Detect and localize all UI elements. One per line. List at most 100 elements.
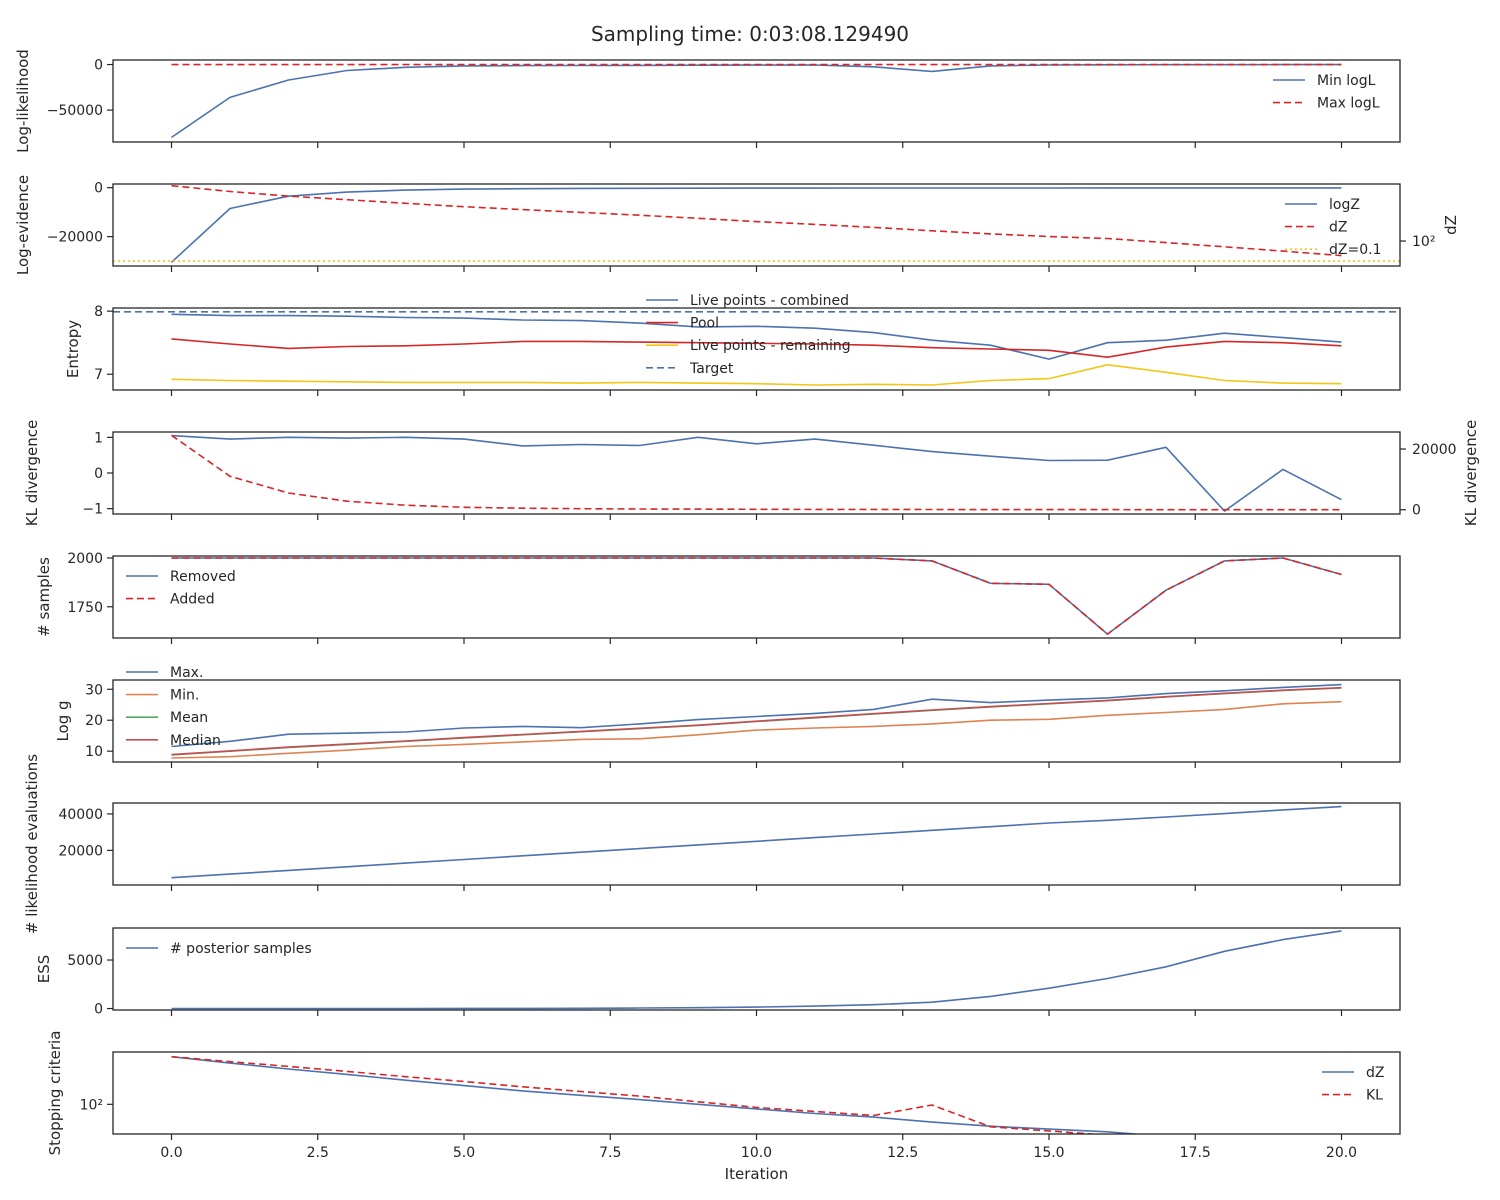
y-tick-label: 0 (94, 466, 103, 482)
series-group (171, 557, 1342, 635)
series-group (113, 310, 1400, 386)
series-group (171, 434, 1342, 512)
plot-frame (112, 59, 1401, 143)
series-line-kl-right (171, 434, 1342, 511)
y-tick-label: 10² (80, 1097, 103, 1113)
y-axis-label: Log-evidence (14, 175, 32, 275)
legend-label-min: Min. (170, 688, 199, 704)
legend-label-max-logl: Max logL (1317, 96, 1380, 112)
legend-label-dz: dZ (1366, 1065, 1384, 1081)
legend-label-logz: logZ (1329, 197, 1360, 213)
x-tick-label: 2.5 (307, 1145, 329, 1161)
y-axis-label: Stopping criteria (46, 1031, 64, 1156)
legend: Min logL Max logL (1273, 73, 1380, 112)
y-tick-label: 20000 (58, 843, 103, 859)
y-tick-label: 0 (94, 58, 103, 74)
panels: 0 −50000 Log-likelihood Min logL Max logL 0 −2… (14, 49, 1480, 1183)
panel-samples: 2000 1750 # samples Removed Added (35, 551, 1401, 644)
series-line-likelihood-evaluations (171, 805, 1342, 879)
series-group (113, 184, 1400, 263)
figure-title: Sampling time: 0:03:08.129490 (591, 22, 909, 46)
legend: dZ KL (1322, 1065, 1384, 1104)
series-line-min (171, 700, 1342, 759)
y-tick-label: 40000 (58, 807, 103, 823)
series-line-min-logl (171, 63, 1342, 139)
y-tick-label: 1750 (67, 600, 103, 616)
y-axis-label: Entropy (64, 320, 82, 378)
y-tick-label: 8 (94, 304, 103, 320)
legend-label-dz: dZ (1329, 220, 1347, 236)
plot-frame (112, 1051, 1401, 1135)
x-axis-label: Iteration (725, 1165, 789, 1183)
y2-axis-label: KL divergence (1462, 420, 1480, 526)
y-tick-label: 30 (85, 682, 103, 698)
series-line-pool (171, 338, 1342, 359)
y2-tick-label: 10² (1412, 234, 1435, 250)
legend-label-min-logl: Min logL (1317, 73, 1376, 89)
legend: Live points - combined Pool Live points - … (646, 293, 851, 377)
legend: # posterior samples (126, 941, 312, 957)
x-tick-label: 17.5 (1180, 1145, 1211, 1161)
y-tick-label: 0 (94, 181, 103, 197)
series-line-dz (171, 184, 1342, 257)
x-tick-label: 5.0 (453, 1145, 475, 1161)
panel-kl: 1 0 −1 KL divergence 20000 0 KL divergence (23, 420, 1480, 526)
legend-label-kl: KL (1366, 1088, 1383, 1104)
series-line-logz (170, 187, 1342, 263)
legend-label-removed: Removed (170, 569, 236, 585)
y-tick-label: 10 (85, 744, 103, 760)
y-tick-label: 1 (94, 430, 103, 446)
y-tick-label: 0 (94, 1002, 103, 1018)
legend: Removed Added (126, 569, 236, 608)
series-line-kl (171, 434, 1342, 512)
legend-label-target: Target (689, 361, 734, 377)
legend-label-live-points-remaining: Live points - remaining (690, 338, 851, 354)
series-line-max (171, 683, 1342, 748)
panel-logg: 30 20 10 Log g Max. Min. Mean Median (54, 665, 1401, 768)
legend: logZ dZ dZ=0.1 (1285, 197, 1381, 258)
panel-logevidence: 0 −20000 Log-evidence 10² dZ logZ dZ dZ=0.1 (14, 175, 1460, 275)
series-line-removed (171, 557, 1342, 635)
legend-label-mean: Mean (170, 710, 208, 726)
series-group (171, 683, 1342, 759)
y-tick-label: 20 (85, 713, 103, 729)
legend-label-pool: Pool (690, 316, 719, 332)
x-tick-label: 0.0 (160, 1145, 182, 1161)
series-line-kl (171, 1055, 1103, 1134)
y-axis-label: ESS (35, 955, 53, 984)
legend-label-median: Median (170, 733, 221, 749)
legend-label-added: Added (170, 592, 215, 608)
plot-frame (112, 555, 1401, 639)
legend-label-dz-0-1: dZ=0.1 (1329, 242, 1381, 258)
legend: Max. Min. Mean Median (126, 665, 221, 749)
legend-label-live-points-combined: Live points - combined (690, 293, 849, 309)
y2-tick-label: 0 (1412, 503, 1421, 519)
series-line-live-points-combined (171, 313, 1342, 360)
plot-frame (112, 183, 1401, 267)
y-axis-label: Log-likelihood (14, 49, 32, 153)
panel-ess: 5000 0 ESS # posterior samples (35, 927, 1401, 1018)
series-line-dz (171, 1055, 1145, 1134)
y-axis-label: Log g (54, 700, 72, 741)
x-tick-label: 20.0 (1326, 1145, 1357, 1161)
y-tick-label: 2000 (67, 551, 103, 567)
series-line-median (171, 686, 1342, 756)
y2-tick-label: 20000 (1412, 442, 1457, 458)
panel-stopping: 0.0 2.5 5.0 7.5 10.0 12.5 15.0 17.5 20.0 Iteratio… (46, 1031, 1401, 1183)
y-tick-label: 7 (94, 367, 103, 383)
y-tick-label: 5000 (67, 953, 103, 969)
series-group (171, 1055, 1145, 1134)
panel-loglikelihood: 0 −50000 Log-likelihood Min logL Max logL (14, 49, 1401, 153)
y-axis-label: # samples (35, 557, 53, 637)
x-tick-label: 15.0 (1033, 1145, 1064, 1161)
x-tick-label: 10.0 (741, 1145, 772, 1161)
y-tick-label: −20000 (47, 230, 103, 246)
series-line-added (171, 557, 1342, 635)
x-tick-label: 12.5 (887, 1145, 918, 1161)
legend-label-posterior-samples: # posterior samples (170, 941, 312, 957)
y-tick-label: −1 (82, 502, 103, 518)
y2-axis-label: dZ (1442, 215, 1460, 235)
y-axis-label: KL divergence (23, 420, 41, 526)
series-group (171, 63, 1342, 139)
